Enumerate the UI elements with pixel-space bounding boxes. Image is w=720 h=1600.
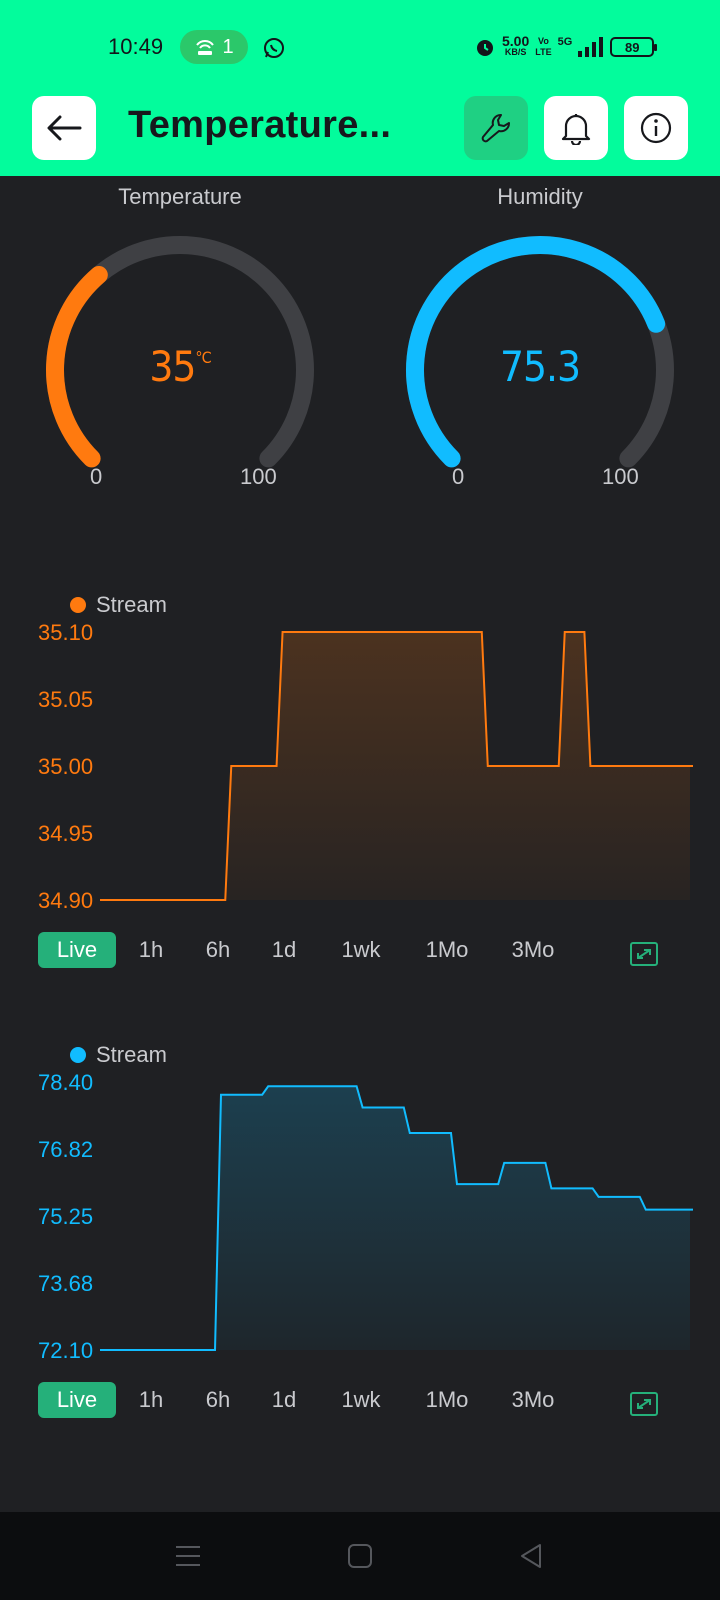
info-icon	[640, 112, 672, 144]
humidity-gauge-label: Humidity	[497, 184, 583, 209]
range-tab-1d[interactable]: 1d	[271, 1387, 297, 1412]
whatsapp-icon	[264, 38, 284, 58]
page-title: Temperature...	[128, 104, 392, 146]
status-right: 5.00 KB/S Vo LTE 5G 89	[474, 32, 674, 62]
settings-button[interactable]	[464, 96, 528, 160]
menu-icon[interactable]	[172, 1540, 204, 1572]
range-tab-1h[interactable]: 1h	[138, 1387, 164, 1412]
humidity-chart-plot: 78.40 76.82 75.25 73.68 72.10	[38, 1070, 693, 1363]
humidity-value: 75.3	[499, 342, 581, 391]
hotspot-count: 1	[222, 35, 234, 58]
y-tick-label: 78.40	[38, 1070, 93, 1095]
back-nav-icon[interactable]	[516, 1540, 548, 1572]
series-line	[100, 1085, 693, 1351]
y-tick-label: 34.95	[38, 821, 93, 846]
info-button[interactable]	[624, 96, 688, 160]
expand-icon[interactable]	[630, 942, 658, 966]
network-type: 5G	[557, 36, 573, 48]
notifications-button[interactable]	[544, 96, 608, 160]
temperature-value: 35°C	[149, 342, 211, 391]
y-tick-label: 35.05	[38, 687, 93, 712]
legend-label: Stream	[96, 1042, 167, 1067]
humidity-gauge: 75.3 0 100	[390, 230, 690, 490]
series-line	[100, 631, 693, 901]
temperature-gauge: 35°C 0 100	[30, 230, 330, 490]
y-tick-label: 35.00	[38, 754, 93, 779]
legend-dot	[70, 597, 86, 613]
hotspot-icon	[196, 40, 215, 55]
range-tab-1h[interactable]: 1h	[138, 937, 164, 962]
temperature-chart: 35.10 35.05 35.00 34.95 34.90	[0, 620, 720, 920]
range-tab-6h[interactable]: 6h	[205, 937, 231, 962]
y-tick-label: 34.90	[38, 888, 93, 913]
range-tab-1wk[interactable]: 1wk	[341, 1387, 381, 1412]
status-time: 10:49	[108, 34, 164, 59]
status-bar: 10:49 1 5.00 KB/S Vo L	[0, 28, 720, 68]
range-tab-1mo[interactable]: 1Mo	[425, 937, 469, 962]
range-tab-live[interactable]: Live	[38, 932, 116, 968]
arrow-left-icon	[47, 115, 82, 141]
humidity-min: 0	[452, 464, 465, 489]
humidity-chart: 78.40 76.82 75.25 73.68 72.10	[0, 1070, 720, 1370]
y-tick-label: 75.25	[38, 1204, 93, 1229]
temperature-unit: °C	[195, 348, 211, 367]
y-tick-label: 73.68	[38, 1271, 93, 1296]
range-tab-3mo[interactable]: 3Mo	[511, 1387, 555, 1412]
temperature-min: 0	[90, 464, 103, 489]
bell-icon	[561, 114, 591, 145]
app-header: 10:49 1 5.00 KB/S Vo L	[0, 0, 720, 176]
y-tick-label: 35.10	[38, 620, 93, 645]
range-tab-6h[interactable]: 6h	[205, 1387, 231, 1412]
series-area	[100, 632, 693, 900]
gauge-fill	[406, 236, 666, 468]
humidity-range-selector: Live 1h 6h 1d 1wk 1Mo 3Mo	[38, 1382, 576, 1418]
legend-label: Stream	[96, 592, 167, 617]
home-icon[interactable]	[344, 1540, 376, 1572]
signal-icon	[578, 37, 604, 57]
range-tab-live[interactable]: Live	[38, 1382, 116, 1418]
temperature-chart-legend: Stream	[70, 592, 167, 618]
legend-dot	[70, 1047, 86, 1063]
temperature-gauge-label: Temperature	[118, 184, 242, 209]
y-tick-label: 72.10	[38, 1338, 93, 1363]
wrench-icon	[481, 114, 510, 143]
temperature-range-selector: Live 1h 6h 1d 1wk 1Mo 3Mo	[38, 932, 576, 968]
hotspot-badge[interactable]: 1	[180, 30, 248, 64]
y-tick-label: 76.82	[38, 1137, 93, 1162]
volte-indicator: Vo LTE	[535, 36, 552, 57]
range-tab-3mo[interactable]: 3Mo	[511, 937, 555, 962]
range-tab-1mo[interactable]: 1Mo	[425, 1387, 469, 1412]
humidity-chart-legend: Stream	[70, 1042, 167, 1068]
back-button[interactable]	[32, 96, 96, 160]
system-nav-bar	[0, 1512, 720, 1600]
alarm-icon	[477, 40, 493, 56]
temperature-gauge-arc	[46, 236, 314, 468]
battery-indicator: 89	[610, 37, 658, 57]
range-tab-1d[interactable]: 1d	[271, 937, 297, 962]
humidity-max: 100	[602, 464, 639, 489]
temperature-max: 100	[240, 464, 277, 489]
net-speed: 5.00 KB/S	[502, 33, 530, 57]
series-area	[100, 1086, 693, 1350]
temperature-chart-plot: 35.10 35.05 35.00 34.95 34.90	[38, 620, 693, 913]
gauge-fill	[46, 265, 108, 468]
range-tab-1wk[interactable]: 1wk	[341, 937, 381, 962]
humidity-gauge-arc	[406, 236, 674, 468]
expand-icon[interactable]	[630, 1392, 658, 1416]
